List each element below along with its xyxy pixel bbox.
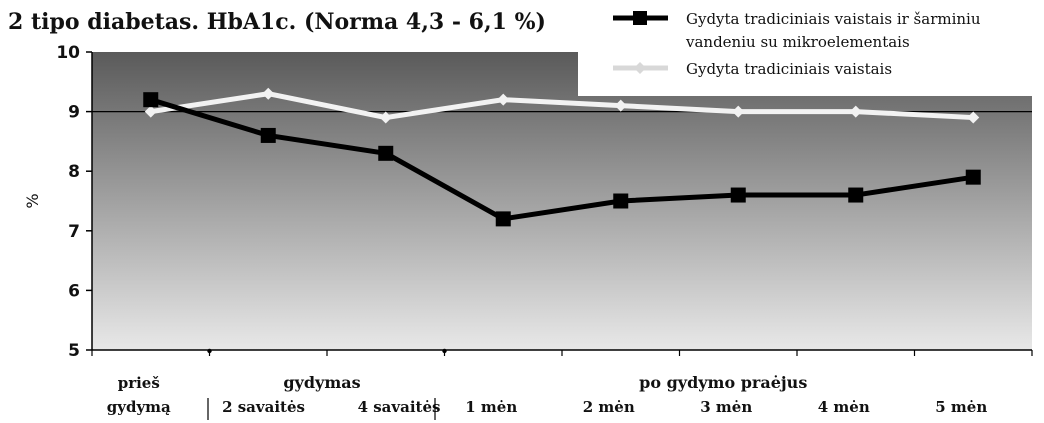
chart-title: 2 tipo diabetas. HbA1c. (Norma 4,3 - 6,1… <box>8 9 546 35</box>
category-label: gydymą <box>107 398 171 416</box>
category-label: 2 mėn <box>583 398 635 416</box>
group-label: gydymas <box>283 373 360 392</box>
data-point <box>730 187 746 203</box>
category-label: 5 mėn <box>935 398 987 416</box>
axis-dot <box>442 348 447 354</box>
y-tick-label: 7 <box>68 222 80 242</box>
y-axis: 5 6 7 8 9 10 <box>56 43 93 361</box>
data-point <box>614 99 627 112</box>
series-line <box>150 97 974 222</box>
data-point <box>262 87 275 100</box>
data-point <box>143 92 159 108</box>
x-axis <box>91 348 1033 356</box>
series-line <box>150 91 974 121</box>
legend-label: Gydyta tradiciniais vaistais ir šarminiu <box>686 10 981 28</box>
y-tick-label: 5 <box>68 341 80 361</box>
category-label: 2 savaitės <box>222 398 305 416</box>
group-label: po gydymo praėjus <box>639 373 807 392</box>
data-point <box>965 169 981 185</box>
data-point <box>732 105 745 118</box>
data-point <box>378 145 394 161</box>
data-point <box>144 105 157 118</box>
y-tick-label: 6 <box>68 281 80 301</box>
data-point <box>495 211 511 227</box>
data-point <box>849 105 862 118</box>
legend: Gydyta tradiciniais vaistais ir šarminiu… <box>613 10 981 78</box>
data-point <box>379 111 392 124</box>
category-label: 4 savaitės <box>358 398 441 416</box>
y-tick-label: 10 <box>56 43 80 63</box>
data-point <box>260 127 276 143</box>
series-1 <box>143 92 981 227</box>
data-point <box>497 93 510 106</box>
y-tick-label: 8 <box>68 162 80 182</box>
legend-marker <box>634 62 646 74</box>
y-axis-label: % <box>23 193 42 208</box>
category-label: prieš <box>118 374 160 392</box>
data-point <box>848 187 864 203</box>
group-labels: gydymas po gydymo praėjus <box>283 373 807 392</box>
data-point <box>967 111 980 124</box>
y-tick-label: 9 <box>68 103 80 123</box>
category-labels: prieš gydymą 2 savaitės 4 savaitės 1 mėn 2 mė… <box>107 374 987 420</box>
legend-label: Gydyta tradiciniais vaistais <box>686 60 892 78</box>
legend-label: vandeniu su mikroelementais <box>685 33 910 51</box>
category-label: 4 mėn <box>818 398 870 416</box>
category-label: 1 mėn <box>465 398 517 416</box>
legend-marker <box>633 11 647 25</box>
series-2 <box>144 87 980 124</box>
axis-dot <box>207 348 212 354</box>
series-layer <box>143 87 981 227</box>
category-label: 3 mėn <box>700 398 752 416</box>
legend-item-2: Gydyta tradiciniais vaistais <box>613 60 892 78</box>
data-point <box>613 193 629 209</box>
legend-item-1: Gydyta tradiciniais vaistais ir šarminiu… <box>613 10 981 51</box>
